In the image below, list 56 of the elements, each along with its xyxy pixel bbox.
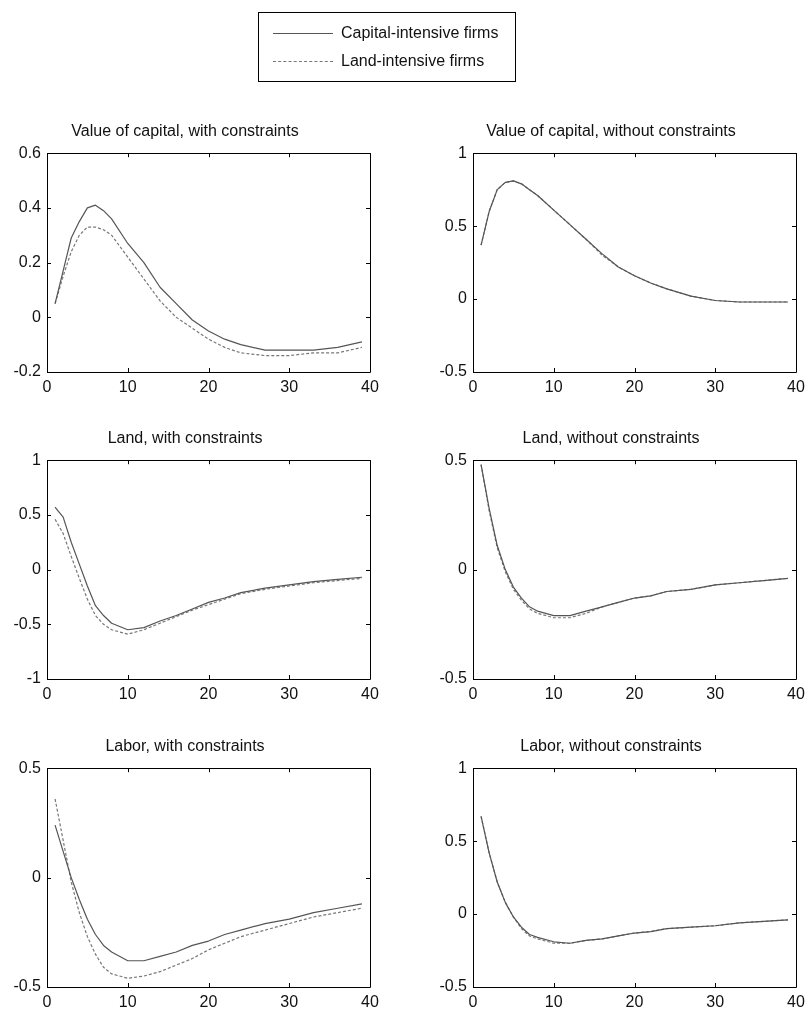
y-tick-label: -1 [26, 669, 42, 687]
x-tick-label: 40 [361, 378, 379, 396]
y-tick-label: 0.2 [18, 253, 42, 271]
x-tick-label: 40 [787, 378, 805, 396]
y-tick-label: 0 [458, 289, 468, 307]
y-tick-label: 0 [32, 307, 42, 325]
y-tick-label: 1 [458, 758, 468, 776]
y-tick-label: 0 [458, 904, 468, 922]
y-tick-label: 0.6 [18, 143, 42, 161]
x-tick-label: 30 [706, 378, 725, 396]
x-tick-label: 40 [787, 993, 805, 1011]
x-tick-label: 40 [361, 685, 379, 703]
x-tick-label: 30 [706, 993, 725, 1011]
x-tick-label: 30 [280, 993, 299, 1011]
chart-title: Value of capital, without constraints [486, 122, 736, 140]
y-tick-label: -0.5 [439, 362, 468, 380]
x-tick-label: 20 [625, 993, 644, 1011]
chart-title: Value of capital, with constraints [71, 122, 299, 140]
y-tick-label: 0.4 [18, 198, 42, 216]
chart-title: Land, with constraints [107, 429, 263, 447]
y-tick-label: 1 [458, 143, 468, 161]
y-tick-label: -0.5 [439, 669, 468, 687]
x-tick-label: 20 [625, 378, 644, 396]
y-tick-label: 0 [32, 560, 42, 578]
x-tick-label: 20 [199, 685, 218, 703]
y-tick-label: 0.5 [444, 831, 468, 849]
y-tick-label: 0.5 [444, 216, 468, 234]
x-tick-label: 10 [118, 993, 137, 1011]
y-tick-label: 0 [32, 868, 42, 886]
y-tick-label: 1 [32, 450, 42, 468]
x-tick-label: 30 [280, 685, 299, 703]
x-tick-label: 40 [361, 993, 379, 1011]
y-tick-label: 0.5 [18, 505, 42, 523]
y-tick-label: 0.5 [444, 450, 468, 468]
x-tick-label: 20 [625, 685, 644, 703]
x-tick-label: 40 [787, 685, 805, 703]
x-tick-label: 10 [118, 685, 137, 703]
legend-label: Capital-intensive firms [341, 24, 499, 42]
chart-title: Labor, without constraints [520, 737, 702, 755]
x-tick-label: 20 [199, 378, 218, 396]
chart-title: Land, without constraints [522, 429, 700, 447]
x-tick-label: 30 [706, 685, 725, 703]
y-tick-label: -0.5 [439, 977, 468, 995]
x-tick-label: 10 [544, 685, 563, 703]
y-tick-label: -0.5 [13, 614, 42, 632]
x-tick-label: 10 [118, 378, 137, 396]
chart-title: Labor, with constraints [105, 737, 265, 755]
y-tick-label: -0.2 [13, 362, 42, 380]
y-tick-label: -0.5 [13, 977, 42, 995]
legend-label: Land-intensive firms [341, 52, 485, 70]
x-tick-label: 10 [544, 378, 563, 396]
x-tick-label: 10 [544, 993, 563, 1011]
x-tick-label: 30 [280, 378, 299, 396]
y-tick-label: 0 [458, 560, 468, 578]
y-tick-label: 0.5 [18, 758, 42, 776]
x-tick-label: 20 [199, 993, 218, 1011]
